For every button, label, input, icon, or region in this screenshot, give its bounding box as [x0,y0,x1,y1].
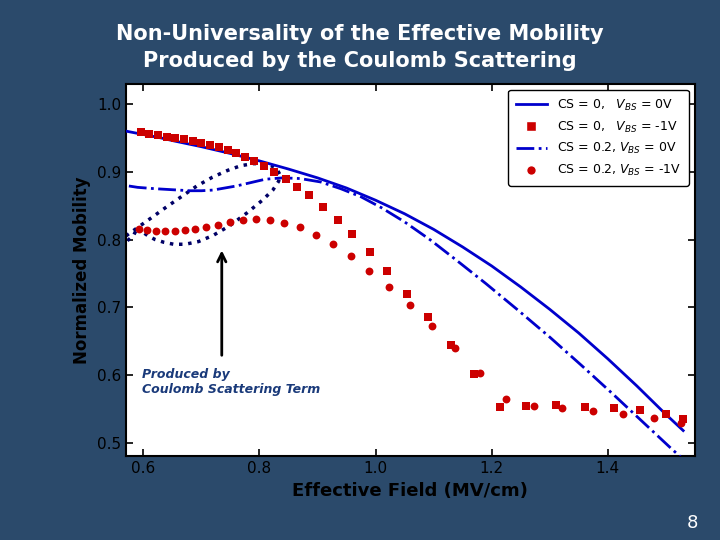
Point [213,143,225,152]
Point [135,128,146,137]
Text: Non-Universality of the Effective Mobility: Non-Universality of the Effective Mobili… [116,24,604,44]
Point [608,404,619,413]
Point [579,402,590,411]
Point [143,130,155,138]
Point [660,410,672,418]
Point [426,321,438,330]
Point [179,226,190,234]
Point [634,406,645,415]
Point [402,289,413,298]
Point [161,132,172,141]
Point [550,401,562,410]
Point [152,131,163,139]
Point [200,222,212,231]
Point [500,395,512,404]
Legend: CS = 0,   $V_{BS}$ = 0V, CS = 0,   $V_{BS}$ = -1V, CS = 0.2, $V_{BS}$ = 0V, CS =: CS = 0, $V_{BS}$ = 0V, CS = 0, $V_{BS}$ … [508,90,688,186]
Point [404,301,415,309]
Point [474,369,486,377]
Point [364,247,376,256]
Y-axis label: Normalized Mobility: Normalized Mobility [73,176,91,364]
Point [292,183,303,191]
Point [237,215,248,224]
Point [649,414,660,423]
Point [618,410,629,418]
Point [422,313,433,322]
Point [239,152,251,161]
Point [469,370,480,379]
Point [382,267,393,276]
Point [587,407,598,415]
Point [179,135,190,144]
Point [303,191,315,200]
Point [495,402,506,411]
Point [170,133,181,142]
Point [169,226,181,235]
Point [675,419,687,428]
Point [133,225,145,234]
Point [521,402,532,410]
Point [445,341,456,349]
Text: Produced by
Coulomb Scattering Term: Produced by Coulomb Scattering Term [143,368,320,396]
Point [310,231,322,239]
Point [222,146,233,154]
Point [294,223,305,232]
Point [557,404,568,413]
Text: 8: 8 [687,514,698,532]
Point [383,282,395,291]
Point [189,224,201,233]
Point [280,174,292,183]
Point [150,226,162,235]
Point [160,226,171,235]
Point [528,402,540,410]
Point [269,167,280,176]
Point [264,215,276,224]
Text: Produced by the Coulomb Scattering: Produced by the Coulomb Scattering [143,51,577,71]
Point [449,343,461,352]
Point [318,202,329,211]
Point [327,240,338,248]
X-axis label: Effective Field (MV/cm): Effective Field (MV/cm) [292,482,528,500]
Point [251,215,262,224]
Point [204,140,216,149]
Point [678,415,689,423]
Point [279,218,290,227]
Point [142,226,153,234]
Point [212,220,223,229]
Point [248,157,259,165]
Point [332,215,343,224]
Point [258,162,270,171]
Point [224,218,235,226]
Point [364,266,375,275]
Point [187,136,199,145]
Point [345,252,356,261]
Point [230,148,242,157]
Point [196,138,207,147]
Point [346,230,358,239]
